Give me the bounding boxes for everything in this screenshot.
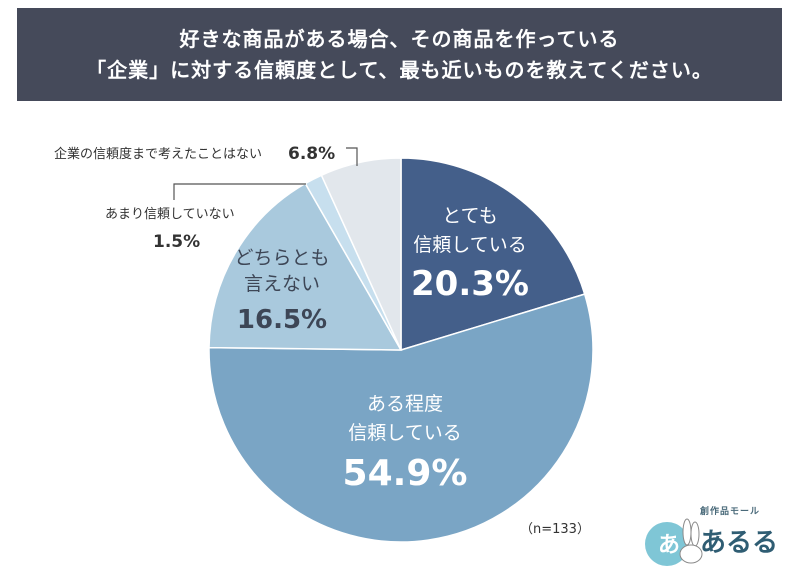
slice-value-1: 54.9% xyxy=(343,453,468,494)
logo-caption: 創作品モール xyxy=(700,507,761,517)
slice-value-0: 20.3% xyxy=(411,264,529,304)
slice-label-2-line-0: どちらとも xyxy=(234,247,329,269)
slice-value-2: 16.5% xyxy=(237,305,327,335)
rabbit-head-icon xyxy=(679,544,703,564)
pie-slice-2 xyxy=(208,182,403,351)
slice-label-2-line-1: 言えない xyxy=(244,273,320,295)
leader-line-3 xyxy=(173,183,306,200)
slice-value-4: 6.8% xyxy=(288,144,335,164)
sample-size-note: （n=133） xyxy=(520,522,590,537)
slice-label-3-line-0: あまり信頼していない xyxy=(105,207,235,222)
title-line-1: 好きな商品がある場合、その商品を作っている xyxy=(179,26,620,51)
slice-value-3: 1.5% xyxy=(153,232,200,252)
title-banner: 好きな商品がある場合、その商品を作っている 「企業」に対する信頼度として、最も近… xyxy=(17,8,782,101)
slice-label-4-line-0: 企業の信頼度まで考えたことはない xyxy=(54,146,262,162)
logo-badge-icon xyxy=(645,522,689,566)
logo-badge-char: あ xyxy=(658,533,680,558)
slice-label-0-line-0: とても xyxy=(442,205,497,227)
leader-line-4 xyxy=(346,147,358,166)
slice-label-1-line-0: ある程度 xyxy=(367,393,443,415)
title-line-2: 「企業」に対する信頼度として、最も近いものを教えてください。 xyxy=(86,57,713,82)
slice-label-1-line-1: 信頼している xyxy=(348,422,461,444)
logo-name: あるる xyxy=(700,528,779,558)
slice-label-0-line-1: 信頼している xyxy=(413,234,526,256)
pie-slice-0 xyxy=(400,157,586,352)
pie-slice-4 xyxy=(320,157,402,351)
pie-slice-1 xyxy=(208,293,594,543)
aruru-logo: あ xyxy=(645,518,703,566)
rabbit-ear-icon xyxy=(682,518,692,546)
rabbit-ear-icon xyxy=(690,521,700,547)
